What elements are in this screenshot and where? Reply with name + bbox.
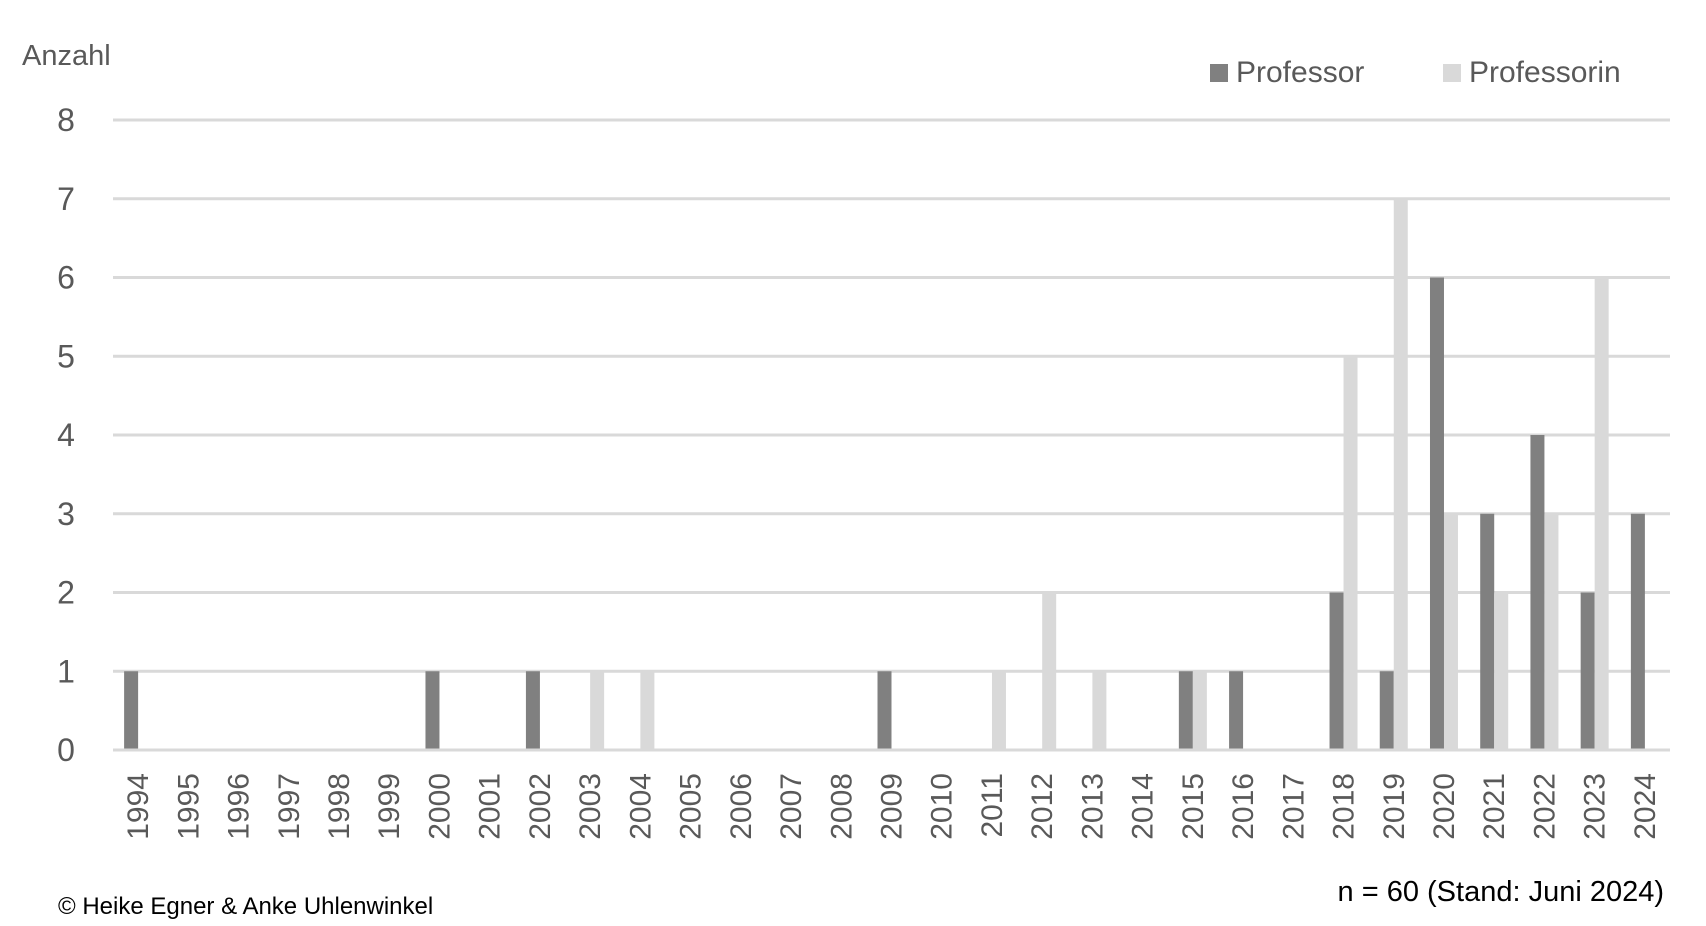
y-tick-label: 6 <box>57 260 75 296</box>
bar-professorin-2011 <box>991 671 1006 750</box>
bar-professor-2022 <box>1530 435 1545 750</box>
bar-professorin-2004 <box>640 671 655 750</box>
legend-swatch-professor <box>1210 64 1228 82</box>
x-tick-label: 2001 <box>474 773 507 840</box>
bar-professor-2019 <box>1379 671 1394 750</box>
legend-item-professorin: Professorin <box>1443 56 1621 90</box>
y-tick-label: 0 <box>57 732 75 768</box>
x-tick-label: 2000 <box>423 773 456 840</box>
x-tick-label: 2024 <box>1629 773 1662 840</box>
bar-professorin-2019 <box>1393 198 1408 750</box>
x-tick-label: 2021 <box>1478 773 1511 840</box>
bar-professor-2002 <box>525 671 540 750</box>
bar-professor-2021 <box>1480 513 1495 750</box>
x-tick-label: 2005 <box>675 773 708 840</box>
bar-professorin-2012 <box>1042 592 1057 750</box>
x-tick-label: 2020 <box>1428 773 1461 840</box>
bar-professorin-2021 <box>1494 592 1509 750</box>
x-tick-label: 1997 <box>273 773 306 840</box>
bar-professor-2023 <box>1580 592 1595 750</box>
x-tick-label: 2019 <box>1378 773 1411 840</box>
bar-professor-2016 <box>1229 671 1244 750</box>
x-tick-label: 2016 <box>1227 773 1260 840</box>
x-tick-label: 2011 <box>976 773 1009 838</box>
x-tick-label: 2015 <box>1177 773 1210 840</box>
bar-professor-2020 <box>1429 277 1444 750</box>
bar-professorin-2003 <box>590 671 605 750</box>
y-tick-label: 7 <box>57 181 75 217</box>
bars <box>124 198 1645 750</box>
bar-professorin-2013 <box>1092 671 1107 750</box>
y-axis-ticks: 0 1 2 3 4 5 6 7 8 <box>57 102 75 768</box>
bar-professor-2000 <box>425 671 440 750</box>
y-tick-label: 2 <box>57 575 75 611</box>
x-tick-label: 1998 <box>323 773 356 840</box>
copyright-note: © Heike Egner & Anke Uhlenwinkel <box>58 893 434 920</box>
y-tick-label: 3 <box>57 496 75 532</box>
x-tick-label: 2003 <box>574 773 607 840</box>
legend-label-professor: Professor <box>1236 56 1365 89</box>
bar-professorin-2015 <box>1192 671 1207 750</box>
bar-professorin-2023 <box>1594 277 1609 750</box>
bar-professor-1994 <box>124 671 139 750</box>
x-tick-label: 2002 <box>524 773 557 840</box>
x-tick-label: 2006 <box>725 773 758 840</box>
x-axis-ticks: 1994 1995 1996 1997 1998 1999 2000 2001 2002 2003… <box>122 773 1662 840</box>
y-tick-label: 1 <box>57 653 75 689</box>
gridlines <box>113 118 1670 673</box>
sample-note: n = 60 (Stand: Juni 2024) <box>1337 876 1664 908</box>
legend-label-professorin: Professorin <box>1469 56 1621 89</box>
bar-professorin-2018 <box>1343 356 1358 750</box>
x-tick-label: 2023 <box>1579 773 1612 840</box>
x-tick-label: 2004 <box>624 773 657 840</box>
x-tick-label: 2022 <box>1528 773 1561 840</box>
y-tick-label: 8 <box>57 102 75 138</box>
x-tick-label: 1996 <box>223 773 256 840</box>
x-tick-label: 1994 <box>122 773 155 840</box>
x-tick-label: 2013 <box>1076 773 1109 840</box>
x-tick-label: 2018 <box>1328 773 1361 840</box>
x-tick-label: 2014 <box>1127 773 1160 840</box>
bar-professor-2015 <box>1178 671 1193 750</box>
legend-item-professor: Professor <box>1210 56 1364 90</box>
y-tick-label: 4 <box>57 417 75 453</box>
x-tick-label: 2010 <box>926 773 959 840</box>
bar-professor-2009 <box>877 671 892 750</box>
y-axis-label: Anzahl <box>22 40 111 72</box>
y-tick-label: 5 <box>57 338 75 374</box>
bar-professor-2018 <box>1329 592 1344 750</box>
bar-professor-2024 <box>1630 513 1645 750</box>
x-tick-label: 2012 <box>1026 773 1059 840</box>
x-tick-label: 1999 <box>373 773 406 840</box>
legend-swatch-professorin <box>1443 64 1461 82</box>
x-tick-label: 2009 <box>876 773 909 840</box>
x-tick-label: 2007 <box>775 773 808 840</box>
bar-professorin-2020 <box>1443 513 1458 750</box>
bar-professorin-2022 <box>1544 513 1559 750</box>
x-tick-label: 2017 <box>1277 773 1310 840</box>
x-tick-label: 2008 <box>825 773 858 840</box>
x-tick-label: 1995 <box>172 773 205 840</box>
